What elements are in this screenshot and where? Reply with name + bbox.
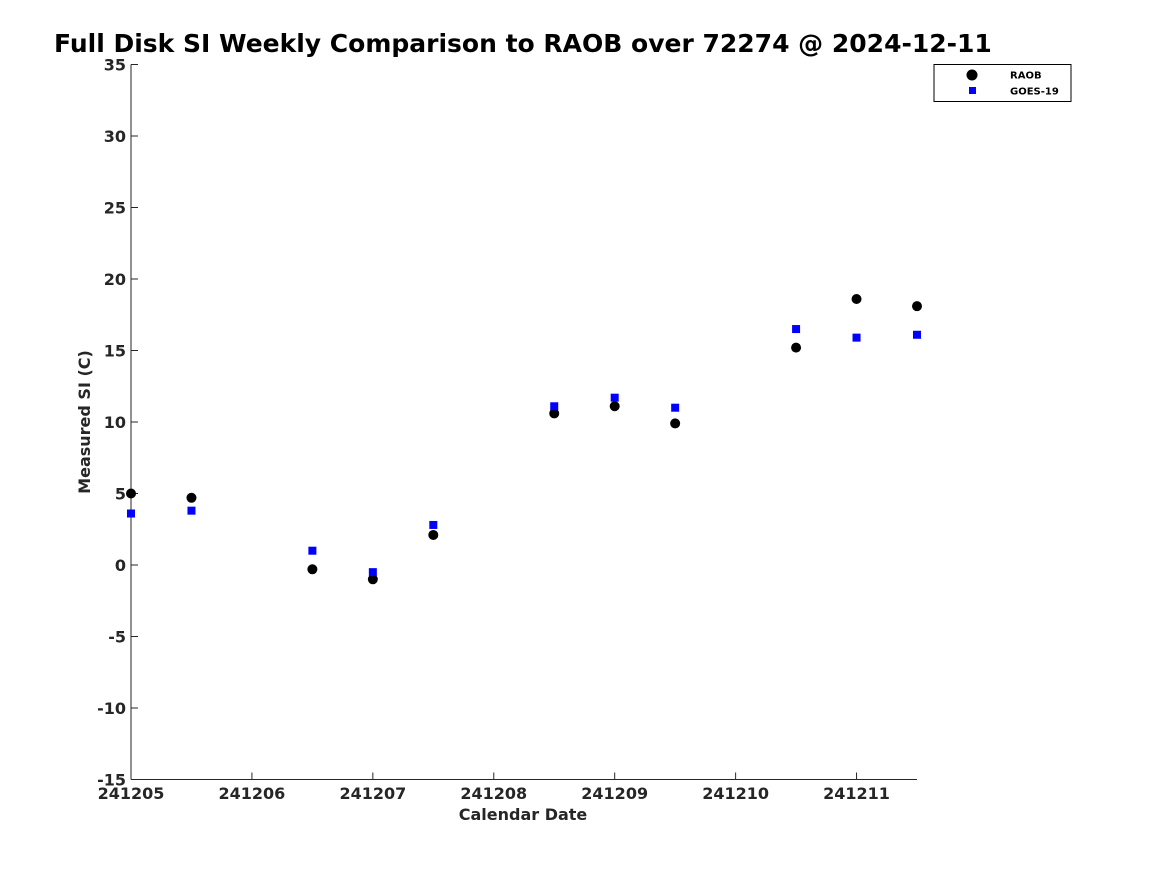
y-tick-label: 10 bbox=[104, 413, 126, 432]
legend-marker-raob bbox=[966, 69, 978, 81]
data-point-goes19 bbox=[308, 546, 317, 555]
x-tick-label: 241210 bbox=[702, 784, 769, 803]
data-point-goes19 bbox=[550, 402, 559, 411]
legend-label-raob: RAOB bbox=[1010, 71, 1042, 82]
x-tick-label: 241208 bbox=[460, 784, 527, 803]
data-point-goes19 bbox=[610, 393, 619, 402]
plot-axes bbox=[130, 64, 917, 780]
data-point-goes19 bbox=[913, 330, 921, 339]
data-point-raob bbox=[428, 529, 439, 540]
x-tick-label: 241206 bbox=[219, 784, 286, 803]
data-point-goes19 bbox=[368, 568, 377, 577]
chart-title: Full Disk SI Weekly Comparison to RAOB o… bbox=[54, 29, 992, 58]
y-tick-label: -15 bbox=[97, 771, 126, 790]
x-ticks: 241205 241206 241207 241208 241209 241210 2412… bbox=[98, 772, 890, 803]
data-point-raob bbox=[126, 488, 136, 499]
y-tick-label: 30 bbox=[104, 127, 126, 146]
y-tick-label: 0 bbox=[115, 556, 126, 575]
y-tick-label: -5 bbox=[108, 628, 126, 647]
y-tick-label: -10 bbox=[97, 699, 126, 718]
data-point-raob bbox=[186, 492, 197, 503]
y-tick-label: 15 bbox=[104, 342, 126, 361]
data-point-goes19 bbox=[852, 333, 861, 342]
x-tick-label: 241209 bbox=[581, 784, 648, 803]
y-ticks: -15 -10 -5 0 5 10 15 20 25 30 35 bbox=[97, 56, 138, 790]
data-point-goes19 bbox=[429, 520, 438, 529]
y-tick-label: 20 bbox=[104, 270, 126, 289]
data-point-raob bbox=[670, 418, 681, 429]
data-point-raob bbox=[549, 408, 560, 419]
x-axis-label: Calendar Date bbox=[459, 805, 588, 824]
legend-box bbox=[933, 64, 1072, 102]
data-point-raob bbox=[609, 401, 620, 412]
data-point-goes19 bbox=[671, 403, 680, 412]
y-tick-label: 5 bbox=[115, 485, 126, 504]
data-point-raob bbox=[367, 574, 378, 585]
data-point-raob bbox=[912, 301, 922, 312]
x-tick-label: 241211 bbox=[823, 784, 890, 803]
y-axis-label: Measured SI (C) bbox=[75, 350, 94, 494]
data-point-goes19 bbox=[187, 506, 196, 515]
x-tick-label: 241205 bbox=[98, 784, 165, 803]
data-point-goes19 bbox=[792, 325, 801, 334]
y-tick-label: 25 bbox=[104, 199, 126, 218]
legend-label-goes19: GOES-19 bbox=[1010, 87, 1059, 98]
data-point-raob bbox=[851, 294, 862, 305]
legend-marker-goes19 bbox=[969, 87, 976, 94]
x-tick-label: 241207 bbox=[339, 784, 406, 803]
y-tick-label: 35 bbox=[104, 56, 126, 75]
data-points bbox=[126, 294, 922, 585]
data-point-raob bbox=[791, 342, 802, 353]
legend: RAOB GOES-19 bbox=[933, 64, 1072, 102]
data-point-raob bbox=[307, 564, 318, 575]
data-point-goes19 bbox=[127, 509, 135, 518]
